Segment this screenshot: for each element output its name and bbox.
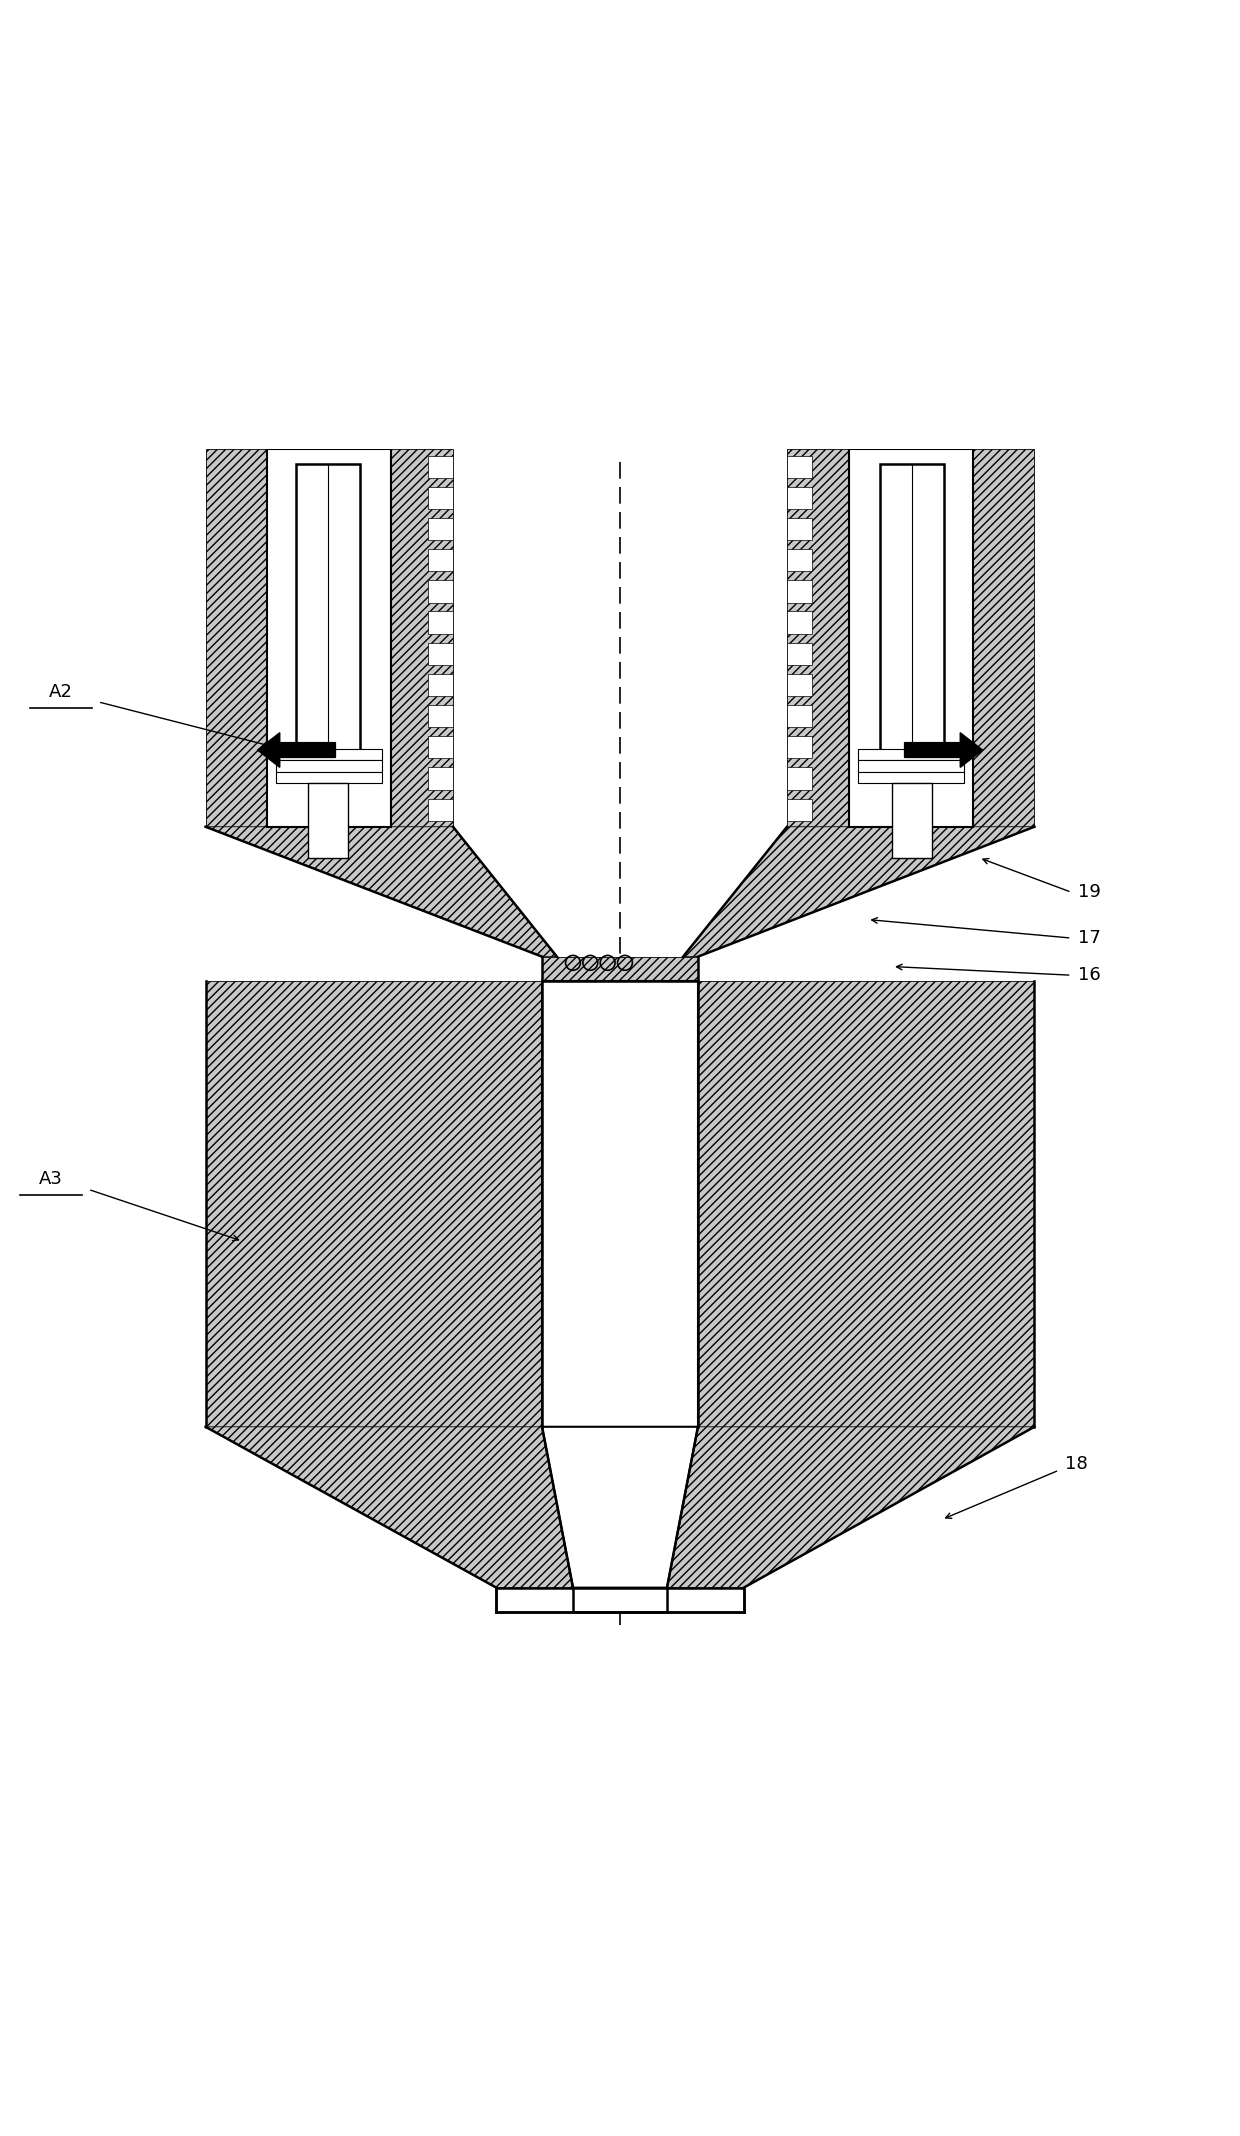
Polygon shape <box>858 760 963 771</box>
Bar <box>428 611 453 634</box>
Polygon shape <box>667 1587 744 1613</box>
Bar <box>428 455 453 478</box>
Polygon shape <box>268 449 391 827</box>
Polygon shape <box>391 449 453 827</box>
Bar <box>428 549 453 570</box>
Polygon shape <box>496 1587 744 1613</box>
Polygon shape <box>858 750 963 760</box>
Polygon shape <box>206 449 268 827</box>
Bar <box>787 799 812 820</box>
Bar <box>428 799 453 820</box>
Polygon shape <box>206 827 557 957</box>
Bar <box>428 487 453 508</box>
Text: A2: A2 <box>48 684 73 701</box>
FancyArrow shape <box>258 733 336 767</box>
Bar <box>787 705 812 726</box>
Polygon shape <box>309 784 347 859</box>
Polygon shape <box>277 750 382 760</box>
Polygon shape <box>296 464 360 752</box>
Polygon shape <box>683 827 1034 957</box>
Bar <box>428 737 453 758</box>
Bar <box>787 581 812 602</box>
Bar <box>787 643 812 664</box>
Polygon shape <box>849 449 972 827</box>
Text: 19: 19 <box>1078 884 1101 901</box>
Polygon shape <box>698 980 1034 1427</box>
Bar <box>428 767 453 790</box>
FancyArrow shape <box>904 733 982 767</box>
Polygon shape <box>787 449 849 827</box>
Bar <box>787 517 812 540</box>
Polygon shape <box>972 449 1034 827</box>
Bar <box>428 643 453 664</box>
Polygon shape <box>542 980 698 1427</box>
Bar <box>787 455 812 478</box>
Bar <box>787 737 812 758</box>
Text: 16: 16 <box>1078 965 1101 985</box>
Polygon shape <box>277 771 382 784</box>
Bar <box>428 673 453 696</box>
Bar <box>787 673 812 696</box>
Bar <box>787 549 812 570</box>
Bar <box>428 581 453 602</box>
Bar <box>428 705 453 726</box>
Polygon shape <box>277 760 382 771</box>
Bar <box>787 611 812 634</box>
Polygon shape <box>858 771 963 784</box>
Polygon shape <box>880 464 944 752</box>
Bar <box>787 487 812 508</box>
Bar <box>428 517 453 540</box>
Text: 17: 17 <box>1078 929 1101 946</box>
Polygon shape <box>542 957 698 980</box>
Polygon shape <box>542 1427 698 1587</box>
Bar <box>787 767 812 790</box>
Polygon shape <box>206 980 542 1427</box>
Text: 18: 18 <box>1065 1455 1089 1474</box>
Polygon shape <box>893 784 931 859</box>
Polygon shape <box>496 1587 573 1613</box>
Polygon shape <box>206 1427 573 1587</box>
Text: A3: A3 <box>38 1171 63 1188</box>
Polygon shape <box>667 1427 1034 1587</box>
